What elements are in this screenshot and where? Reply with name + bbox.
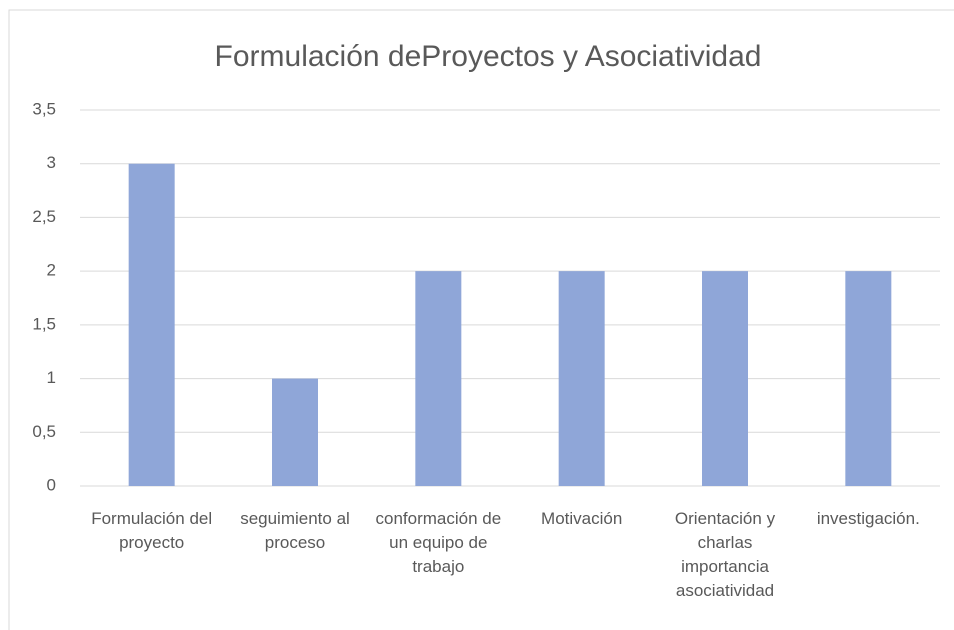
y-tick-label: 0 bbox=[47, 475, 56, 494]
y-tick-label: 0,5 bbox=[32, 422, 56, 441]
x-tick-label: investigación. bbox=[817, 509, 920, 528]
chart-title: Formulación deProyectos y Asociatividad bbox=[215, 40, 762, 73]
bar bbox=[558, 271, 605, 486]
bar bbox=[845, 271, 892, 486]
x-tick-label: Formulación del proyecto bbox=[91, 509, 212, 552]
x-tick-label: Orientación y charlas importancia asociativ… bbox=[675, 509, 776, 600]
y-tick-label: 3 bbox=[47, 153, 56, 172]
bar bbox=[272, 378, 318, 486]
bar bbox=[128, 163, 175, 486]
y-tick-label: 2,5 bbox=[32, 207, 56, 226]
y-tick-label: 3,5 bbox=[32, 99, 56, 118]
bar bbox=[415, 271, 462, 486]
x-tick-label: conformación de un equipo de trabajo bbox=[375, 509, 501, 576]
chart-border bbox=[8, 9, 954, 630]
y-tick-label: 2 bbox=[47, 261, 56, 280]
y-tick-label: 1,5 bbox=[32, 314, 56, 333]
y-tick-label: 1 bbox=[47, 368, 56, 387]
x-tick-label: seguimiento al proceso bbox=[240, 509, 350, 552]
x-tick-label: Motivación bbox=[541, 509, 622, 528]
bar bbox=[702, 271, 748, 486]
